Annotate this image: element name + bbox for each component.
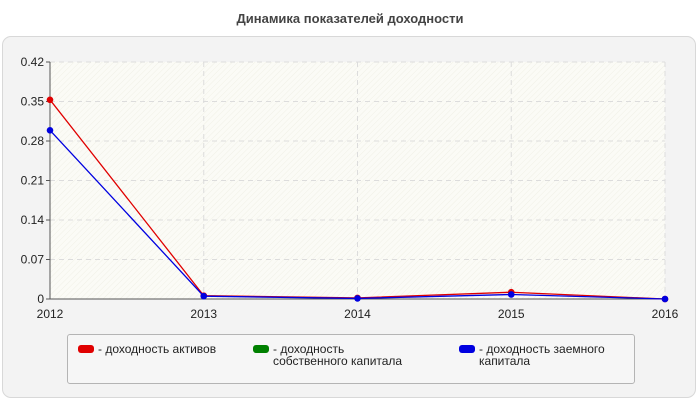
x-tick-label: 2015: [498, 307, 525, 321]
data-point: [354, 295, 361, 302]
y-tick-label: 0.14: [21, 213, 45, 227]
chart-title: Динамика показателей доходности: [236, 11, 464, 26]
legend-label: - доходность заемного капитала: [479, 342, 605, 368]
x-tick-label: 2013: [190, 307, 217, 321]
legend-item[interactable]: - доходность заемного капитала: [459, 343, 627, 367]
data-point: [46, 96, 54, 104]
legend-swatch: [459, 345, 475, 353]
series-layer: [46, 96, 669, 303]
legend-item[interactable]: - доходность активов: [78, 343, 216, 355]
gridlines: [50, 61, 666, 299]
x-tick-label: 2014: [344, 307, 371, 321]
x-tick-label: 2012: [37, 307, 64, 321]
legend-swatch: [253, 345, 269, 353]
y-tick-label: 0.28: [21, 134, 45, 148]
legend-label: - доходность собственного капитала: [273, 342, 403, 368]
legend-label: - доходность активов: [98, 342, 217, 356]
data-point: [46, 126, 54, 134]
legend-swatch: [78, 345, 94, 353]
y-tick-label: 0.35: [21, 95, 45, 109]
y-tick-label: 0.07: [21, 253, 45, 267]
x-tick-label: 2016: [652, 307, 679, 321]
data-point: [200, 292, 208, 300]
y-tick-label: 0.42: [21, 55, 45, 69]
legend-item[interactable]: - доходность собственного капитала: [253, 343, 421, 367]
legend: - доходность активов - доходность собстве…: [67, 334, 635, 384]
y-tick-label: 0: [37, 292, 44, 306]
data-point: [661, 295, 669, 303]
y-tick-label: 0.21: [21, 174, 45, 188]
data-point: [507, 291, 515, 298]
axes: 0 0.07 0.14 0.21 0.28 0.35 0.42 2012 2013 2014 201…: [21, 55, 679, 321]
